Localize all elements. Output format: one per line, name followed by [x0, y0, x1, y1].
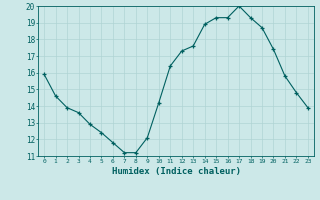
X-axis label: Humidex (Indice chaleur): Humidex (Indice chaleur): [111, 167, 241, 176]
